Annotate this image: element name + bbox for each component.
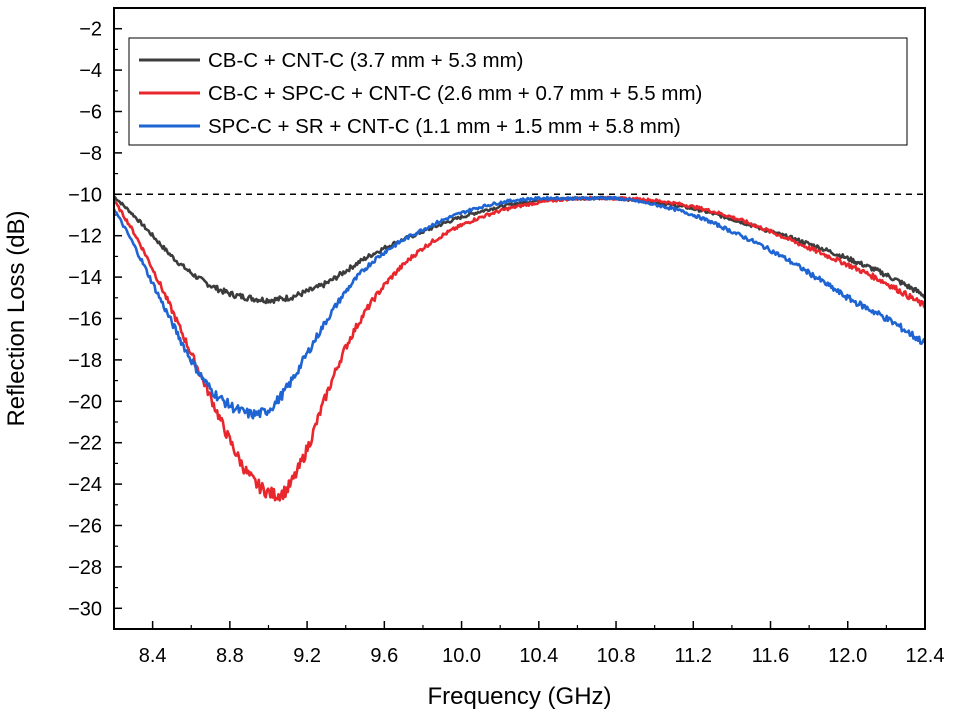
x-tick-label: 10.0 [442,645,481,667]
x-tick-label: 8.8 [216,645,244,667]
plot-frame [113,7,926,630]
y-tick-label: −16 [68,309,102,331]
y-tick-label: −30 [68,598,102,620]
y-tick-label: −28 [68,557,102,579]
series-line-2 [112,195,927,502]
y-tick-label: −6 [79,102,102,124]
x-tick-label: 8.4 [139,645,167,667]
series-line-1 [113,195,926,305]
y-tick-label: −2 [79,19,102,41]
y-tick-label: −8 [79,143,102,165]
x-tick-label: 11.2 [675,645,712,667]
y-tick-label: −4 [79,60,102,82]
y-tick-label: −20 [68,391,102,413]
x-axis-title: Frequency (GHz) [427,683,611,710]
x-tick-label: 12.4 [906,645,945,667]
y-tick-label: −10 [68,184,102,206]
y-tick-label: −12 [68,226,102,248]
legend-label-1: CB-C + CNT-C (3.7 mm + 5.3 mm) [208,49,524,72]
y-tick-label: −14 [68,267,102,289]
x-tick-label: 9.2 [293,645,321,667]
legend-label-3: SPC-C + SR + CNT-C (1.1 mm + 1.5 mm + 5.… [208,115,681,138]
x-tick-label: 10.8 [597,645,636,667]
x-tick-label: 9.6 [370,645,398,667]
tick-layer: 8.4 8.8 9.2 9.6 10.0 10.4 10.8 11.2 11.6 12.0 12.4… [68,7,945,667]
legend-label-2: CB-C + SPC-C + CNT-C (2.6 mm + 0.7 mm + … [208,82,702,105]
y-tick-label: −22 [68,433,102,455]
series-line-3 [112,195,927,420]
x-tick-label: 10.4 [519,645,558,667]
y-tick-label: −26 [68,516,102,538]
legend: CB-C + CNT-C (3.7 mm + 5.3 mm) CB-C + SPC… [128,37,908,146]
y-tick-label: −24 [68,474,102,496]
y-axis-title: Reflection Loss (dB) [3,210,30,426]
x-tick-label: 12.0 [828,645,867,667]
y-tick-label: −18 [68,350,102,372]
legend-box [128,37,908,146]
series-layer [112,195,927,502]
x-tick-label: 11.6 [752,645,789,667]
